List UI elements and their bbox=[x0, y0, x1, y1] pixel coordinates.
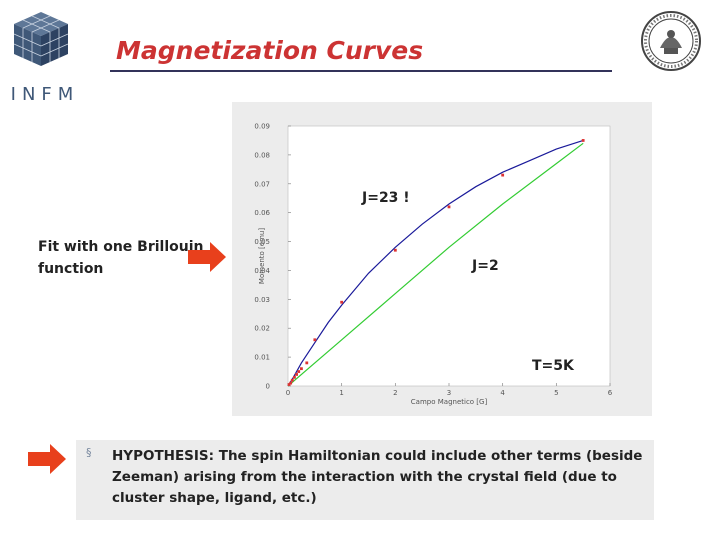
chart-canvas: 0 0.01 0.02 0.03 0.04 0.05 0.06 0.07 0.08 0.09 0 1 2… bbox=[254, 123, 613, 407]
right-arrow-icon bbox=[28, 444, 66, 474]
annotation-j2: J=2 bbox=[471, 258, 499, 274]
y-tick-label: 0.03 bbox=[254, 296, 270, 304]
annotation-j23: J=23 ! bbox=[361, 190, 410, 206]
hypothesis-panel bbox=[76, 440, 654, 520]
data-point bbox=[290, 378, 294, 382]
y-tick-label: 0 bbox=[266, 383, 270, 391]
x-tick-label: 5 bbox=[554, 389, 558, 397]
data-point bbox=[295, 373, 298, 376]
data-point bbox=[305, 361, 309, 365]
slide-title: Magnetization Curves bbox=[116, 36, 424, 65]
magnetization-chart: 0 0.01 0.02 0.03 0.04 0.05 0.06 0.07 0.08 0.09 0 1 2… bbox=[232, 102, 652, 416]
series-line bbox=[287, 142, 584, 387]
x-tick-label: 0 bbox=[286, 389, 290, 397]
y-tick-label: 0.04 bbox=[254, 267, 270, 275]
data-point bbox=[340, 300, 344, 304]
x-tick-label: 6 bbox=[608, 389, 613, 397]
data-point bbox=[447, 205, 451, 209]
hypothesis-text: HYPOTHESIS: The spin Hamiltonian could i… bbox=[112, 448, 643, 506]
y-tick-label: 0.02 bbox=[254, 325, 270, 333]
fit-label: Fit with one Brillouin function bbox=[38, 239, 204, 277]
y-tick-label: 0.07 bbox=[254, 180, 270, 188]
data-point bbox=[300, 367, 303, 371]
annotation-temperature: T=5K bbox=[532, 358, 575, 374]
data-point bbox=[297, 370, 301, 373]
infm-cube-logo-icon bbox=[13, 12, 69, 66]
x-axis-label: Campo Magnetico [G] bbox=[411, 398, 488, 406]
data-point bbox=[581, 139, 585, 142]
infm-logo: INFM bbox=[8, 8, 74, 105]
university-seal-icon bbox=[641, 11, 701, 71]
title-underline bbox=[110, 70, 612, 72]
data-point bbox=[313, 338, 317, 342]
y-axis-label: Momento [emu] bbox=[258, 228, 266, 284]
y-tick-label: 0.05 bbox=[254, 238, 270, 246]
y-tick-label: 0.01 bbox=[254, 354, 270, 362]
y-tick-label: 0.08 bbox=[254, 151, 270, 159]
logo-text: INFM bbox=[10, 84, 80, 105]
x-tick-label: 1 bbox=[339, 389, 343, 397]
data-point bbox=[287, 383, 291, 386]
y-tick-label: 0.09 bbox=[254, 123, 270, 131]
data-point bbox=[393, 248, 397, 252]
data-point bbox=[289, 381, 293, 385]
right-arrow-icon bbox=[188, 242, 226, 272]
y-tick-label: 0.06 bbox=[254, 209, 270, 217]
series-line bbox=[287, 139, 584, 387]
data-point bbox=[293, 375, 296, 379]
x-tick-label: 3 bbox=[447, 389, 451, 397]
x-tick-label: 4 bbox=[500, 389, 505, 397]
square-bullet-icon: § bbox=[86, 446, 92, 459]
data-point bbox=[501, 173, 505, 177]
x-tick-label: 2 bbox=[393, 389, 397, 397]
plot-area bbox=[287, 125, 611, 387]
